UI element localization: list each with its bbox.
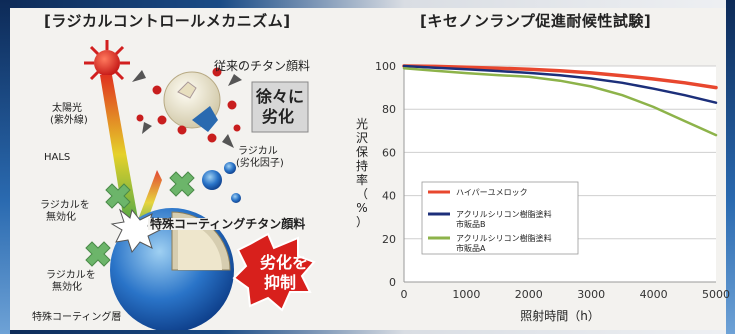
- y-axis-label-char: 持: [356, 158, 368, 173]
- suppress-label-line1: 劣化を: [260, 253, 309, 272]
- chart-title: [キセノンランプ促進耐候性試験]: [420, 12, 652, 30]
- coating-layer-label: 特殊コーティング層: [32, 312, 122, 323]
- y-axis-label-char: 光: [356, 117, 368, 131]
- nullify-label-1-line2: 無効化: [46, 212, 76, 223]
- conventional-pigment-label: 従来のチタン顔料: [214, 59, 311, 73]
- radical-particles: [136, 67, 241, 143]
- left-edge-band: [0, 0, 10, 334]
- legend-label: 市販品B: [456, 219, 486, 229]
- y-tick-label: 40: [382, 190, 396, 203]
- x-tick-label: 0: [401, 288, 408, 301]
- x-tick-label: 2000: [515, 288, 543, 301]
- gradual-label-line1: 徐々に: [256, 87, 305, 106]
- y-tick-label: 60: [382, 146, 396, 159]
- nullify-label-2-line2: 無効化: [52, 282, 82, 293]
- legend-label: アクリルシリコン樹脂塗料: [456, 233, 552, 243]
- x-tick-label: 1000: [452, 288, 480, 301]
- y-tick-label: 100: [375, 60, 396, 73]
- y-tick-label: 0: [389, 276, 396, 289]
- x-tick-label: 5000: [702, 288, 730, 301]
- y-tick-label: 80: [382, 103, 396, 116]
- sunlight-label-line1: 太陽光: [52, 103, 82, 114]
- right-edge-band: [726, 0, 735, 334]
- series-line: [402, 64, 718, 104]
- mechanism-illustration: [84, 40, 316, 330]
- y-axis-label-char: 保: [356, 145, 368, 159]
- x-axis-label: 照射時間（h）: [520, 308, 600, 323]
- legend-label: ハイパーユメロック: [456, 188, 528, 197]
- nullify-label-2-line1: ラジカルを: [46, 270, 96, 281]
- radical-arrows: [132, 70, 242, 148]
- x-tick-label: 3000: [577, 288, 605, 301]
- special-pigment-label: 特殊コーティングチタン顔料: [148, 217, 308, 231]
- series-line: [402, 66, 718, 137]
- x-tick-label: 4000: [640, 288, 668, 301]
- y-axis-label-char: （: [356, 187, 368, 201]
- legend-label: 市販品A: [456, 243, 486, 253]
- uv-ray-beam: [100, 75, 140, 234]
- hals-label: HALS: [44, 152, 71, 163]
- radical-label-line1: ラジカル: [238, 146, 278, 157]
- suppress-burst: [232, 232, 316, 312]
- conventional-pigment-sphere: [163, 71, 221, 132]
- suppress-label-line2: 抑制: [264, 273, 297, 292]
- gradual-label-line2: 劣化: [262, 107, 295, 126]
- y-axis-label-char: 沢: [356, 131, 368, 145]
- legend-box: [421, 181, 579, 255]
- y-axis-label-char: ）: [356, 215, 368, 229]
- y-axis-label-char: %: [356, 201, 367, 215]
- hals-cross-icon: [85, 171, 195, 267]
- mechanism-title: [ラジカルコントロールメカニズム]: [44, 12, 291, 30]
- sunlight-label-line2: (紫外線): [50, 115, 88, 126]
- y-tick-label: 20: [382, 233, 396, 246]
- series-line: [402, 64, 718, 90]
- radical-label-line2: (劣化因子): [236, 158, 284, 169]
- coating-bubbles: [202, 162, 241, 203]
- nullify-label-1-line1: ラジカルを: [40, 200, 90, 211]
- y-axis-label-char: 率: [356, 172, 368, 187]
- legend-label: アクリルシリコン樹脂塗料: [456, 209, 552, 219]
- gradual-degradation-box: [251, 81, 309, 133]
